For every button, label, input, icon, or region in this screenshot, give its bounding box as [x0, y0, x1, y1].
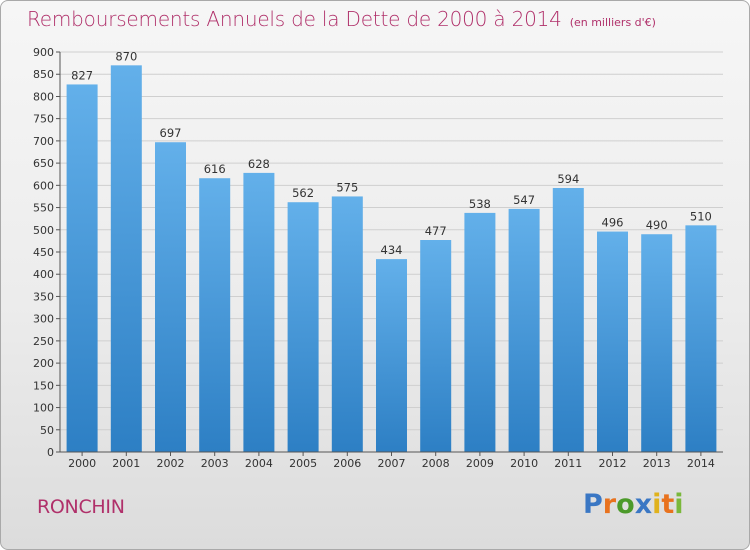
- data-label: 870: [115, 49, 137, 63]
- bar: [464, 212, 496, 452]
- data-label: 697: [160, 126, 182, 140]
- x-tick-label: 2012: [599, 457, 627, 470]
- x-tick-label: 2013: [643, 457, 671, 470]
- y-tick-label: 700: [33, 135, 54, 148]
- logo-letter: t: [661, 489, 675, 520]
- x-tick-label: 2003: [201, 457, 229, 470]
- proxiti-logo: Proxiti: [583, 489, 684, 520]
- x-tick-label: 2006: [333, 457, 361, 470]
- data-label: 575: [336, 180, 358, 194]
- data-label: 434: [381, 243, 403, 257]
- data-label: 538: [469, 197, 491, 211]
- y-tick-label: 0: [47, 446, 54, 459]
- x-tick-label: 2010: [510, 457, 538, 470]
- y-tick-label: 800: [33, 90, 54, 103]
- logo-letter: P: [583, 489, 603, 520]
- commune-name: RONCHIN: [37, 496, 125, 518]
- bar: [508, 208, 540, 452]
- y-tick-label: 600: [33, 179, 54, 192]
- x-tick-label: 2001: [112, 457, 140, 470]
- data-label: 510: [690, 209, 712, 223]
- x-tick-label: 2009: [466, 457, 494, 470]
- y-tick-label: 450: [33, 246, 54, 259]
- y-tick-label: 350: [33, 290, 54, 303]
- x-tick-label: 2000: [68, 457, 96, 470]
- title-block: Remboursements Annuels de la Dette de 20…: [27, 7, 656, 31]
- bar: [685, 225, 717, 452]
- logo-letter: o: [616, 489, 635, 520]
- logo-letter: i: [674, 489, 684, 520]
- data-label: 827: [71, 68, 93, 82]
- x-tick-label: 2004: [245, 457, 273, 470]
- bar: [243, 172, 275, 452]
- y-tick-label: 300: [33, 313, 54, 326]
- x-tick-label: 2007: [378, 457, 406, 470]
- chart-unit-note: (en milliers d'€): [569, 16, 656, 29]
- bar: [199, 178, 231, 452]
- logo-letter: i: [652, 489, 662, 520]
- x-tick-label: 2008: [422, 457, 450, 470]
- bar: [66, 84, 98, 452]
- data-label: 547: [513, 193, 535, 207]
- data-label: 628: [248, 157, 270, 171]
- bar: [155, 142, 186, 452]
- x-tick-label: 2011: [554, 457, 582, 470]
- y-tick-label: 550: [33, 202, 54, 215]
- y-tick-label: 650: [33, 157, 54, 170]
- y-tick-label: 150: [33, 379, 54, 392]
- bar: [376, 259, 407, 452]
- logo-letter: r: [602, 489, 617, 520]
- bar: [110, 65, 142, 452]
- data-label: 496: [602, 216, 624, 230]
- chart-title: Remboursements Annuels de la Dette de 20…: [27, 7, 562, 31]
- y-tick-label: 900: [33, 46, 54, 59]
- x-tick-label: 2005: [289, 457, 317, 470]
- y-tick-label: 250: [33, 335, 54, 348]
- logo-letter: x: [634, 489, 653, 520]
- bar: [552, 188, 584, 452]
- bar: [597, 231, 628, 452]
- y-tick-label: 100: [33, 402, 54, 415]
- x-tick-label: 2014: [687, 457, 715, 470]
- y-tick-label: 200: [33, 357, 54, 370]
- bar: [331, 196, 363, 452]
- y-tick-label: 500: [33, 224, 54, 237]
- bar: [641, 234, 673, 452]
- x-tick-label: 2002: [157, 457, 185, 470]
- y-tick-label: 850: [33, 68, 54, 81]
- y-tick-label: 400: [33, 268, 54, 281]
- bar: [420, 240, 452, 452]
- y-tick-label: 750: [33, 113, 54, 126]
- data-label: 490: [646, 218, 668, 232]
- data-label: 616: [204, 162, 226, 176]
- data-label: 562: [292, 186, 314, 200]
- y-tick-label: 50: [40, 424, 54, 437]
- data-label: 594: [557, 172, 579, 186]
- data-label: 477: [425, 224, 447, 238]
- bar: [287, 202, 319, 452]
